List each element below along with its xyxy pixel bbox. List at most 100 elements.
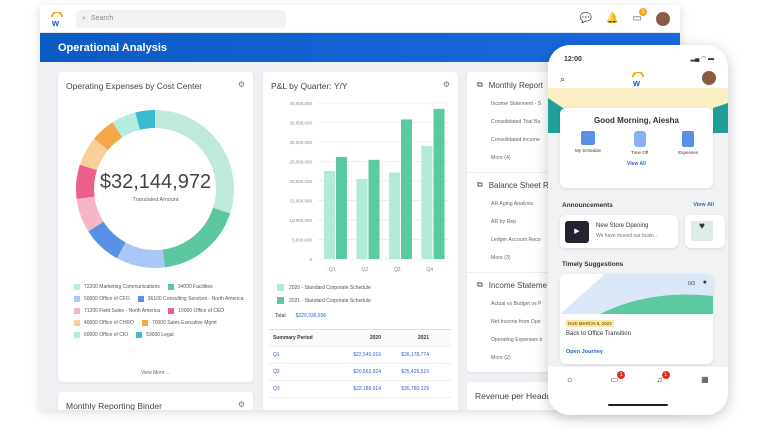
apps-grid-icon[interactable]: ▦	[701, 375, 709, 384]
donut-segment[interactable]	[135, 110, 156, 130]
report-link[interactable]: Consolidated Trial Ba	[491, 119, 541, 125]
report-section-title[interactable]: ⧉ Balance Sheet R	[477, 180, 549, 190]
task-title: Back to Office Transition	[566, 331, 631, 337]
donut-segment[interactable]	[116, 242, 165, 268]
legend-item[interactable]: 60000 Office of CIO	[74, 332, 128, 338]
bar-Q3-1[interactable]	[401, 119, 412, 260]
avatar[interactable]	[702, 71, 716, 85]
inbox-icon[interactable]: ▭ 1	[611, 371, 626, 415]
legend: 72200 Marketing Communications 34000 Faci…	[74, 284, 254, 338]
bar-Q2-1[interactable]	[368, 159, 380, 259]
legend-item[interactable]: 71200 Field Sales - North America	[74, 308, 160, 314]
donut-segment[interactable]	[162, 207, 231, 268]
play-video-icon[interactable]: ▶	[565, 221, 589, 243]
report-link[interactable]: Ledger Account Reco	[491, 237, 541, 243]
value-cell[interactable]: $26,178,774	[401, 352, 429, 358]
time-off-button[interactable]: Time Off	[631, 131, 648, 155]
legend-label: 50000 Office of CFO	[84, 296, 130, 302]
legend-swatch	[277, 284, 284, 291]
col-header[interactable]: 2020	[369, 335, 381, 341]
chat-icon[interactable]: 💬	[579, 13, 593, 24]
inbox-icon[interactable]: ▭ 1	[633, 8, 647, 24]
report-section-title[interactable]: ⧉ Income Stateme	[477, 280, 547, 290]
signal-wifi-battery-icon: ▂▄ ◠ ▬	[690, 56, 714, 62]
legend-item[interactable]: 34000 Facilities	[167, 284, 213, 290]
report-link[interactable]: Consolidated Income	[491, 137, 540, 143]
col-header[interactable]: Summary Period	[273, 335, 313, 341]
donut-segment[interactable]	[154, 110, 234, 214]
section-title: Timely Suggestions	[562, 261, 624, 268]
report-link[interactable]: AR by Rep	[491, 219, 517, 225]
value-cell[interactable]: $20,563,924	[353, 369, 381, 375]
view-all-link[interactable]: View All	[693, 202, 714, 208]
bar-Q1-0[interactable]	[324, 171, 335, 259]
suggestion-card[interactable]: 0/3 ● DUE MARCH 8, 2023 Back to Office T…	[560, 274, 713, 364]
legend-item[interactable]: 2021 - Standard Corporate Schedule	[277, 297, 371, 304]
legend-swatch	[141, 320, 148, 326]
legend-swatch	[74, 320, 80, 326]
home-icon[interactable]: ⌂	[567, 375, 573, 384]
svg-text:w: w	[632, 78, 641, 86]
expenses-button[interactable]: Expenses	[678, 131, 698, 155]
donut-segment[interactable]	[88, 221, 126, 259]
period-cell[interactable]: Q2	[273, 369, 280, 375]
settings-icon[interactable]: ⚙	[237, 400, 245, 409]
announcement-text: We have moved our busin...	[596, 233, 659, 239]
bar-Q3-0[interactable]	[389, 172, 400, 259]
report-link[interactable]: Net Income from Ope	[491, 319, 541, 325]
donut-segment[interactable]	[79, 138, 109, 171]
heart-icon: ♥	[691, 221, 713, 241]
bar-Q4-0[interactable]	[421, 145, 433, 259]
donut-segment[interactable]	[94, 122, 123, 151]
period-cell[interactable]: Q1	[273, 352, 280, 358]
legend-item[interactable]: 10000 Office of CEO	[168, 308, 224, 314]
filter-settings-icon[interactable]: ⚙	[442, 80, 450, 89]
announcement-card[interactable]: ▶ New Store Opening We have moved our bu…	[560, 215, 678, 248]
y-tick-label: 30,000,000	[289, 140, 312, 145]
table-row: Q1 $22,545,016 $26,178,774	[269, 347, 451, 364]
receipt-icon	[682, 131, 695, 147]
total-value[interactable]: $220,336,936	[295, 313, 327, 319]
legend-item[interactable]: 40000 Office of CHRO	[74, 320, 134, 326]
period-cell[interactable]: Q3	[273, 386, 280, 392]
app-label: Expenses	[678, 150, 698, 155]
bar-Q1-1[interactable]	[336, 156, 347, 259]
legend-item[interactable]: 72200 Marketing Communications	[74, 284, 160, 290]
legend-item[interactable]: 36100 Consulting Services - North Americ…	[137, 296, 243, 302]
report-link[interactable]: More (3)	[491, 255, 511, 261]
donut-segment[interactable]	[76, 164, 98, 199]
open-journey-link[interactable]: Open Journey	[566, 349, 603, 355]
y-tick-label: 20,000,000	[289, 179, 312, 184]
avatar[interactable]	[656, 11, 670, 26]
card-title: Monthly Reporting Binder	[66, 401, 162, 410]
announcement-card[interactable]: ♥	[685, 215, 725, 248]
bell-icon[interactable]: 🔔	[606, 13, 619, 24]
value-cell[interactable]: $35,780,129	[401, 386, 429, 392]
view-all-link[interactable]: View All	[627, 161, 646, 167]
donut-segment[interactable]	[76, 196, 104, 232]
bar-Q2-0[interactable]	[356, 178, 368, 259]
search-icon[interactable]: ⌕	[560, 74, 566, 84]
report-link[interactable]: More (2)	[491, 355, 511, 361]
legend-item[interactable]: 53000 Legal	[136, 332, 174, 338]
donut-segment[interactable]	[112, 112, 141, 138]
settings-icon[interactable]: ⚙	[237, 80, 245, 89]
search-input[interactable]: ⌕ Search	[76, 9, 286, 28]
report-link[interactable]: Income Statement - S	[491, 101, 542, 107]
report-section-title[interactable]: ⧉ Monthly Report	[477, 80, 543, 90]
view-more-link[interactable]: View More ...	[140, 370, 171, 376]
legend-item[interactable]: 50000 Office of CFO	[74, 296, 130, 302]
value-cell[interactable]: $25,429,515	[401, 369, 429, 375]
col-header[interactable]: 2021	[417, 335, 429, 341]
bar-Q4-1[interactable]	[433, 108, 445, 259]
legend-item[interactable]: 2020 - Standard Corporate Schedule	[277, 284, 371, 291]
report-link[interactable]: Actual vs Budget vs P	[491, 301, 542, 307]
report-link[interactable]: Operating Expenses b	[491, 337, 543, 343]
value-cell[interactable]: $22,545,016	[353, 352, 381, 358]
my-schedule-button[interactable]: My Schedule	[575, 131, 601, 155]
report-link[interactable]: AR Aging Analysis	[491, 201, 534, 207]
bell-icon[interactable]: ♫ 1	[657, 371, 670, 415]
value-cell[interactable]: $22,189,914	[353, 386, 381, 392]
legend-item[interactable]: 70000 Sales Executive Mgmt	[141, 320, 217, 326]
report-link[interactable]: More (4)	[491, 155, 511, 161]
